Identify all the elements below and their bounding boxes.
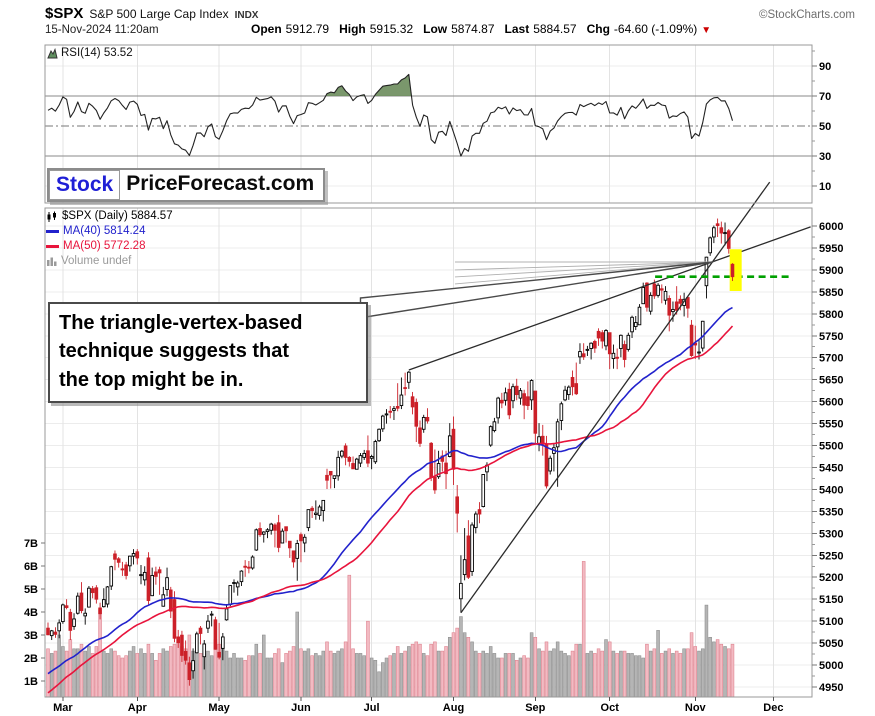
symbol-ticker: $SPX: [45, 5, 84, 22]
svg-text:6000: 6000: [819, 221, 843, 233]
logo-part-priceforecast: PriceForecast.com: [126, 172, 315, 195]
price-legend-row: $SPX (Daily) 5884.57: [46, 209, 173, 224]
main-chart-legend: $SPX (Daily) 5884.57 MA(40) 5814.24 MA(5…: [46, 209, 173, 269]
open-label: Open: [251, 22, 282, 36]
svg-text:5850: 5850: [819, 287, 843, 299]
svg-text:May: May: [208, 702, 230, 714]
svg-text:5350: 5350: [819, 506, 843, 518]
ma40-legend-row: MA(40) 5814.24: [46, 224, 173, 239]
svg-text:5300: 5300: [819, 528, 843, 540]
ma50-legend-swatch: [46, 245, 59, 248]
change-down-triangle-icon: ▼: [701, 25, 712, 36]
svg-text:50: 50: [819, 121, 831, 133]
svg-text:5500: 5500: [819, 441, 843, 453]
volume-legend-label: Volume undef: [61, 255, 132, 267]
svg-text:5600: 5600: [819, 397, 843, 409]
quote-line: 15-Nov-2024 11:20am Open 5912.79 High 59…: [45, 22, 855, 36]
svg-text:5950: 5950: [819, 243, 843, 255]
svg-text:5000: 5000: [819, 660, 843, 672]
candles-icon: [47, 211, 56, 222]
svg-text:Oct: Oct: [601, 702, 620, 714]
low-value: 5874.87: [451, 22, 495, 36]
svg-text:5800: 5800: [819, 309, 843, 321]
stockpriceforecast-logo: Stock PriceForecast.com: [47, 168, 326, 202]
symbol-name: S&P 500 Large Cap Index: [89, 7, 229, 21]
ma40-legend-swatch: [46, 230, 59, 233]
svg-text:5250: 5250: [819, 550, 843, 562]
ma40-legend-label: MA(40) 5814.24: [63, 225, 146, 237]
svg-text:5B: 5B: [24, 584, 38, 596]
stockcharts-copyright-link[interactable]: ©StockCharts.com: [758, 9, 855, 21]
annotation-line-1: The triangle-vertex-based: [59, 312, 303, 334]
price-legend-label: $SPX (Daily) 5884.57: [62, 210, 173, 222]
high-label: High: [339, 22, 366, 36]
logo-part-stock: Stock: [49, 170, 121, 200]
svg-text:Dec: Dec: [763, 702, 783, 714]
rsi-legend: RSI(14) 53.52: [47, 47, 133, 59]
svg-text:5750: 5750: [819, 331, 843, 343]
svg-text:Jun: Jun: [291, 702, 311, 714]
svg-text:Jul: Jul: [364, 702, 380, 714]
chart-header: $SPX S&P 500 Large Cap Index INDX ©Stock…: [45, 5, 855, 22]
svg-text:3B: 3B: [24, 630, 38, 642]
ma50-legend-label: MA(50) 5772.28: [63, 240, 146, 252]
svg-text:Nov: Nov: [685, 702, 707, 714]
svg-text:5550: 5550: [819, 419, 843, 431]
svg-text:4B: 4B: [24, 607, 38, 619]
last-label: Last: [504, 22, 530, 36]
svg-text:5650: 5650: [819, 375, 843, 387]
rsi-area-icon: [47, 47, 58, 58]
low-label: Low: [423, 22, 448, 36]
annotation-line-3: the top might be in.: [59, 368, 244, 391]
chg-value: -64.60 (-1.09%): [613, 22, 698, 36]
chg-label: Chg: [586, 22, 610, 36]
svg-text:7B: 7B: [24, 538, 38, 550]
svg-text:5150: 5150: [819, 594, 843, 606]
svg-text:5400: 5400: [819, 484, 843, 496]
svg-text:Aug: Aug: [443, 702, 464, 714]
last-value: 5884.57: [533, 22, 577, 36]
svg-text:5450: 5450: [819, 462, 843, 474]
volume-legend-row: Volume undef: [46, 254, 173, 269]
svg-text:Mar: Mar: [53, 702, 73, 714]
quote-timestamp: 15-Nov-2024 11:20am: [45, 24, 159, 36]
high-value: 5915.32: [369, 22, 414, 36]
svg-text:30: 30: [819, 151, 831, 163]
svg-text:5200: 5200: [819, 572, 843, 584]
rsi-legend-label: RSI(14) 53.52: [61, 47, 133, 59]
open-value: 5912.79: [285, 22, 330, 36]
svg-text:90: 90: [819, 61, 831, 73]
svg-text:1B: 1B: [24, 676, 38, 688]
svg-text:Sep: Sep: [525, 702, 545, 714]
svg-text:Apr: Apr: [128, 702, 148, 714]
exchange-label: INDX: [234, 10, 259, 21]
svg-text:5700: 5700: [819, 353, 843, 365]
annotation-line-2: technique suggests that: [59, 340, 290, 363]
svg-text:10: 10: [819, 181, 831, 193]
ma50-legend-row: MA(50) 5772.28: [46, 239, 173, 254]
svg-text:70: 70: [819, 91, 831, 103]
svg-text:4950: 4950: [819, 682, 843, 694]
annotation-callout-box: The triangle-vertex-based technique sugg…: [48, 302, 368, 404]
svg-text:5900: 5900: [819, 265, 843, 277]
volume-bars-icon: [47, 257, 57, 266]
svg-text:5100: 5100: [819, 616, 843, 628]
svg-text:5050: 5050: [819, 638, 843, 650]
svg-text:6B: 6B: [24, 561, 38, 573]
svg-text:2B: 2B: [24, 653, 38, 665]
